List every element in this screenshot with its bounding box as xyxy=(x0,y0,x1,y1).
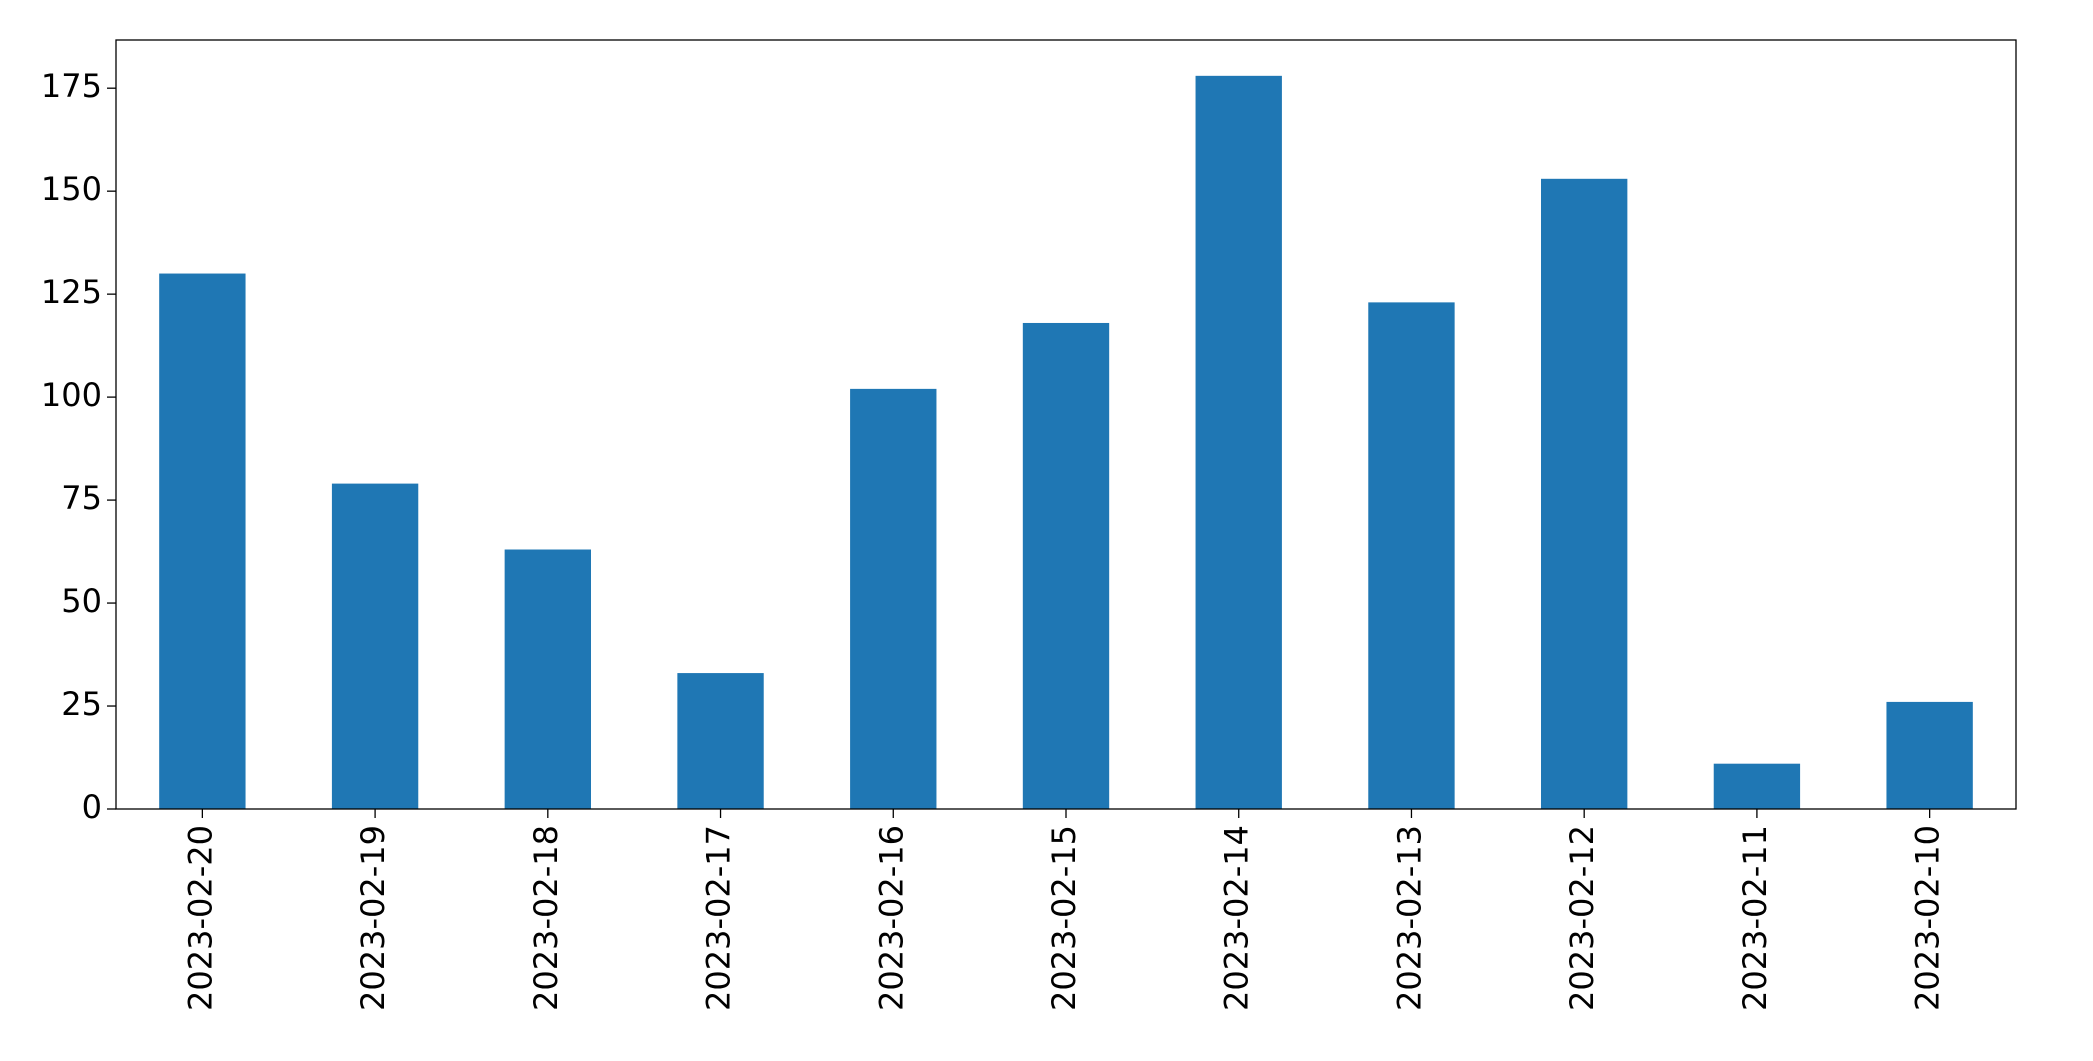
x-tick-label: 2023-02-16 xyxy=(872,825,910,1011)
bar xyxy=(331,483,419,809)
bar xyxy=(677,673,764,809)
bar xyxy=(159,273,246,809)
plot-frame xyxy=(115,39,2017,810)
y-tick-label: 125 xyxy=(41,273,102,311)
bar xyxy=(1022,322,1110,809)
x-tick-label: 2023-02-12 xyxy=(1563,825,1601,1011)
bar xyxy=(1195,75,1282,810)
y-tick-label: 75 xyxy=(61,479,102,517)
x-tick-label: 2023-02-11 xyxy=(1736,825,1774,1011)
x-tick-label: 2023-02-18 xyxy=(527,825,565,1011)
bar xyxy=(1886,701,1973,809)
y-tick-label: 150 xyxy=(41,170,102,208)
bar xyxy=(1713,763,1801,809)
bar xyxy=(1368,302,1455,809)
y-tick-label: 175 xyxy=(41,67,102,105)
x-tick-label: 2023-02-14 xyxy=(1218,825,1256,1011)
bar xyxy=(504,549,591,809)
y-tick-label: 100 xyxy=(41,376,102,414)
y-tick-label: 25 xyxy=(61,685,102,723)
bar xyxy=(850,388,937,809)
x-tick-label: 2023-02-17 xyxy=(700,825,738,1011)
x-tick-label: 2023-02-19 xyxy=(354,825,392,1011)
bar xyxy=(1541,178,1628,809)
y-tick-label: 50 xyxy=(61,582,102,620)
x-tick-label: 2023-02-20 xyxy=(181,825,219,1011)
y-tick-label: 0 xyxy=(82,788,102,826)
x-tick-label: 2023-02-10 xyxy=(1909,825,1947,1011)
x-tick-label: 2023-02-13 xyxy=(1390,825,1428,1011)
x-tick-label: 2023-02-15 xyxy=(1045,825,1083,1011)
